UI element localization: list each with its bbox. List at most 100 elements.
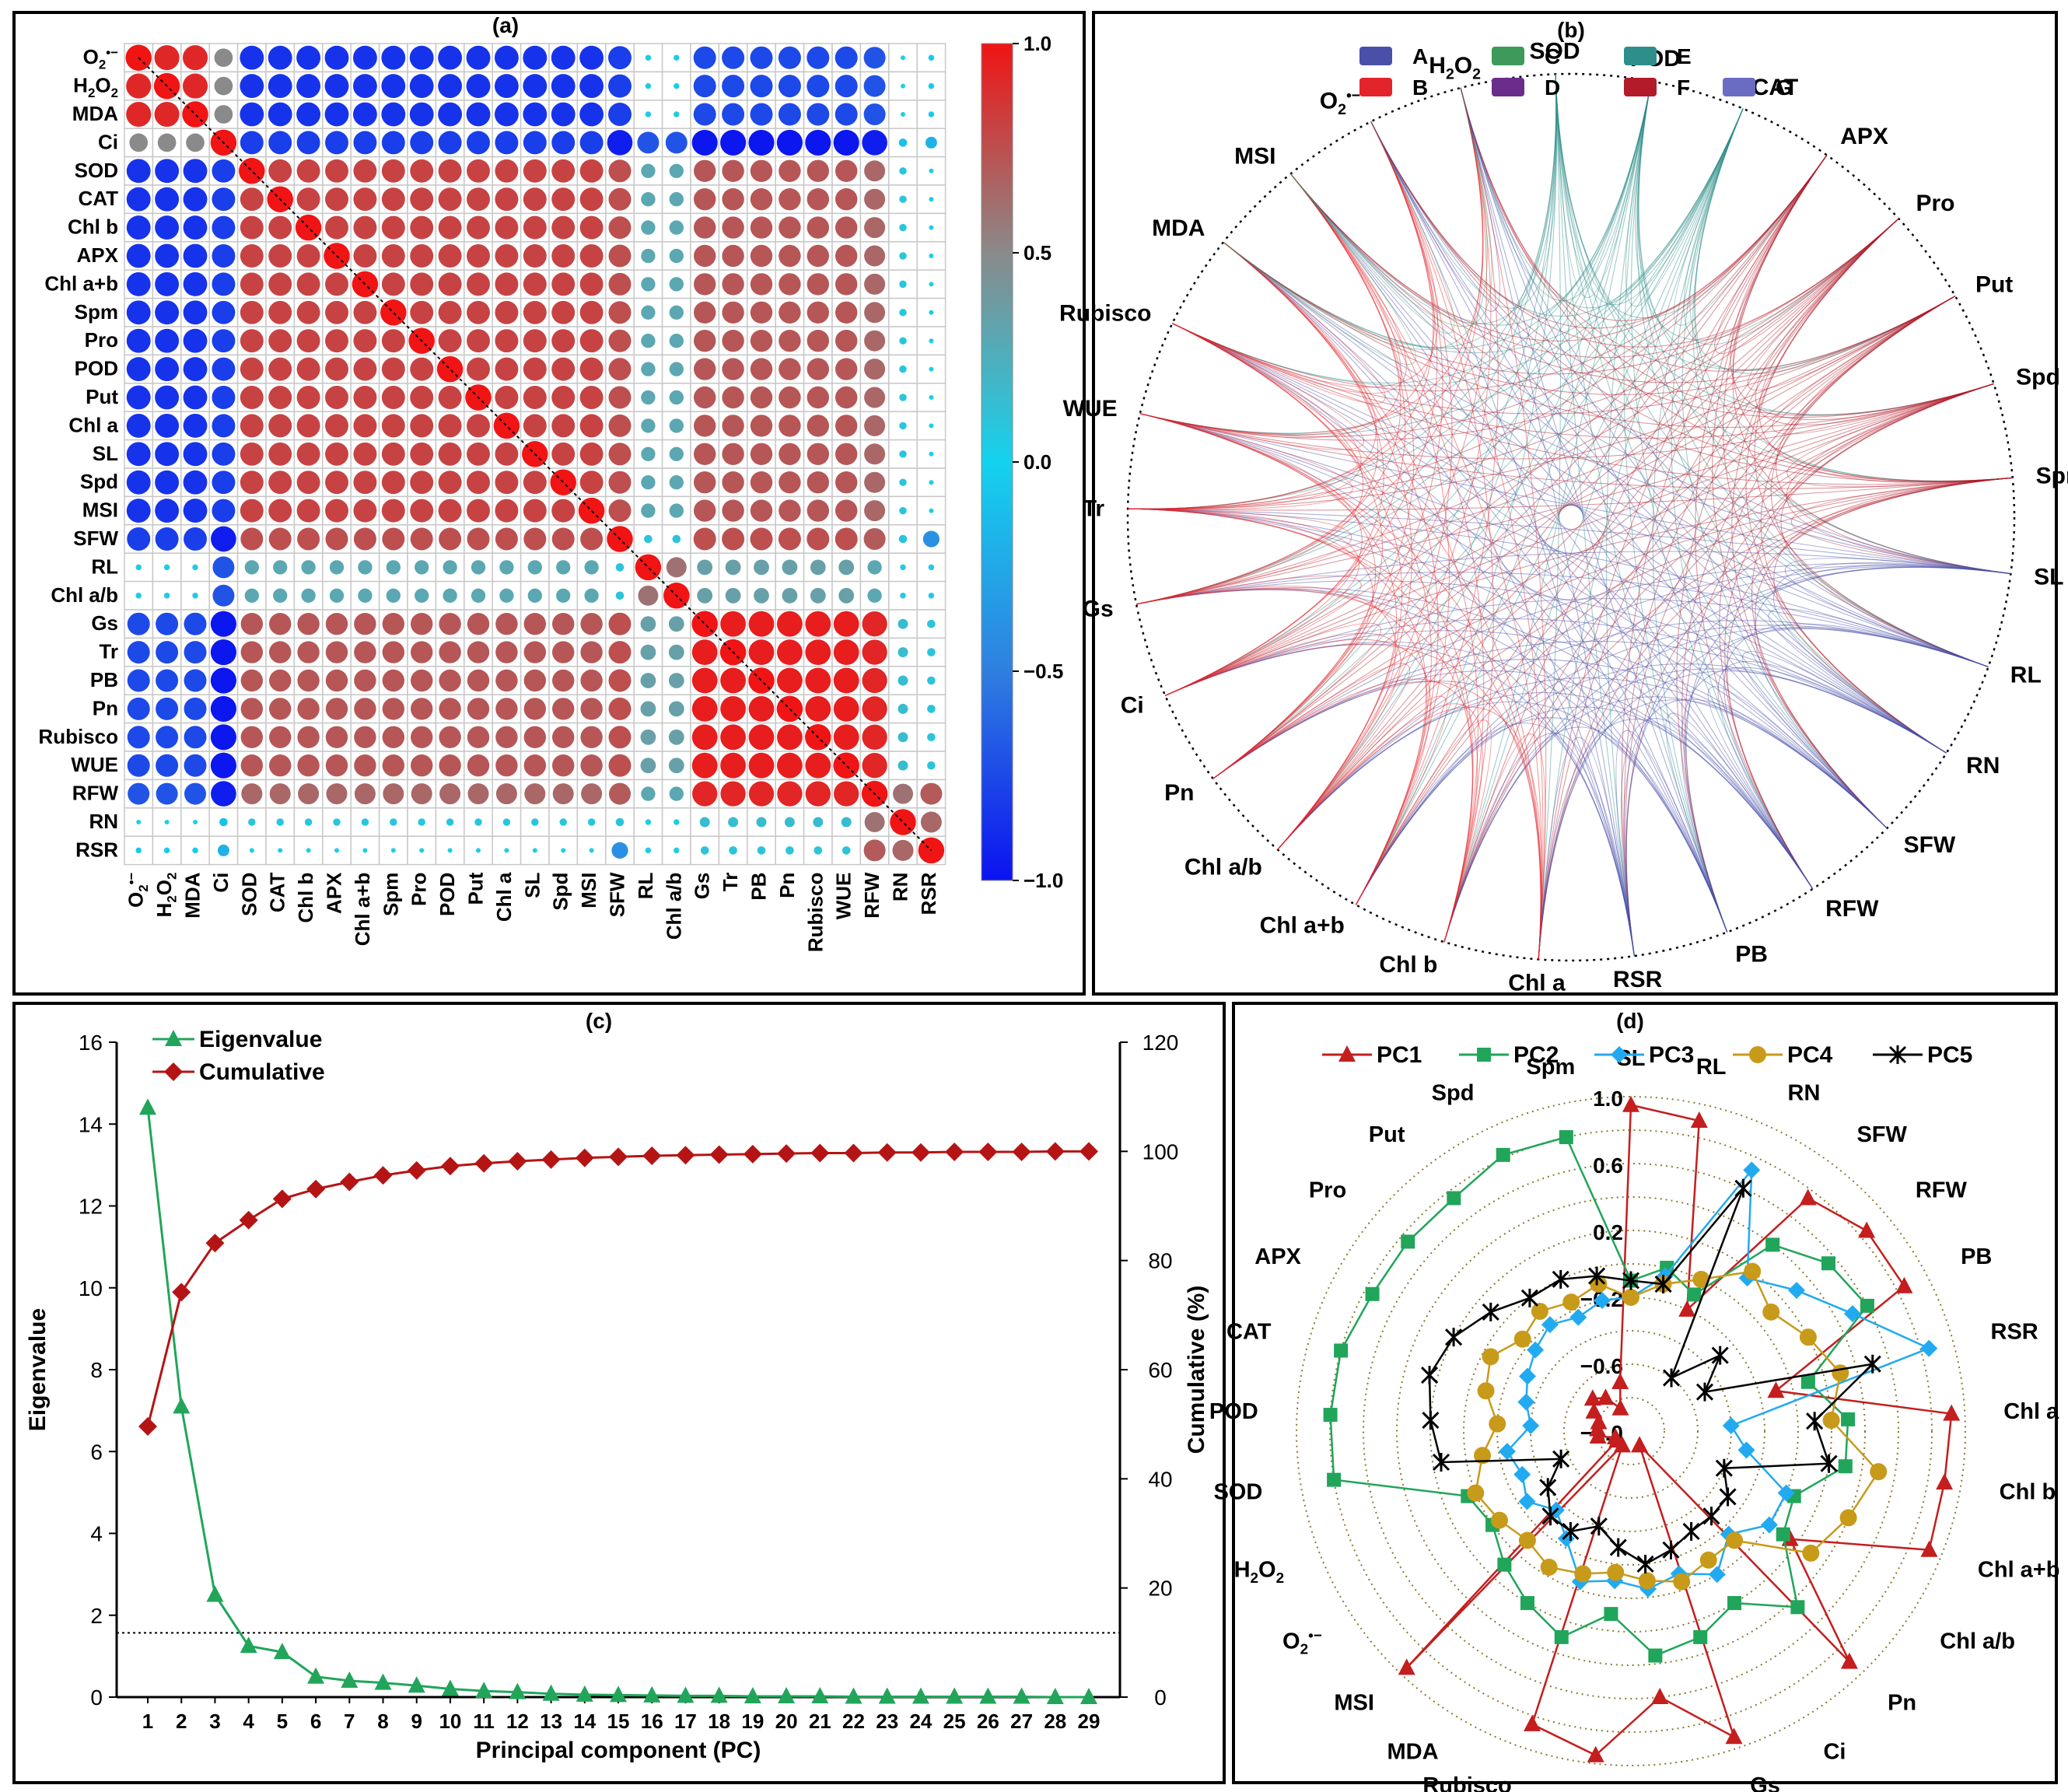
heatmap-circle [898,618,908,629]
radar-point-pc3 [1498,1443,1516,1461]
chord-link [1164,618,1947,754]
heatmap-circle [467,499,490,523]
heatmap-circle [561,848,566,853]
chord-link [1671,108,1814,890]
radar-point-pc1 [1767,1381,1785,1398]
eigenvalue-point [1046,1688,1064,1704]
heatmap-circle [268,329,292,353]
heatmap-circle [212,471,236,495]
chord-link [1164,296,1956,696]
chord-link [1128,241,1377,509]
heatmap-circle [439,754,461,777]
heatmap-circle [268,74,292,99]
heatmap-circle [779,358,801,380]
cumulative-point [138,1416,157,1436]
heatmap-circle [268,357,292,381]
heatmap-circle [899,422,907,430]
chord-link [1223,241,1728,933]
heatmap-circle [928,82,935,89]
heatmap-circle [467,698,490,720]
heatmap-circle [438,74,463,99]
heatmap-circle [523,414,547,438]
heatmap-circle [495,783,517,805]
chord-link [1128,508,1352,605]
chord-link [1135,87,1484,605]
heatmap-circle [436,355,464,383]
heatmap-circle [579,442,604,466]
heatmap-circle [551,442,576,466]
heatmap-circle [523,300,547,324]
radar-point-pc5 [1682,1521,1700,1541]
radar-point-pc1 [1858,1221,1876,1238]
heatmap-circle [471,560,486,575]
chord-link [1460,87,1947,754]
heatmap-circle [297,698,320,720]
heatmap-circle [192,847,198,854]
heatmap-circle [268,102,292,127]
heatmap-circle [693,46,716,69]
chord-link [1370,121,1635,957]
radar-point-pc3 [1788,1282,1806,1300]
heatmap-circle [779,273,801,296]
heatmap-circle [126,442,151,467]
radar-point-pc1 [1622,1095,1639,1112]
heatmap-circle [439,698,461,720]
eigenvalue-point [744,1686,761,1703]
heatmap-circle [386,588,401,603]
chord-link [1555,74,1744,306]
row-label-rn: RN [89,810,118,833]
heatmap-circle [163,593,170,599]
eigenvalue-point [173,1397,191,1414]
chord-link [1755,218,1994,425]
heatmap-circle [210,695,236,722]
chord-node-o2: O2•− [1320,87,1360,118]
heatmap-circle [296,131,320,155]
heatmap-circle [381,329,405,353]
heatmap-circle [929,254,934,258]
chord-link [1712,155,1888,829]
y-tick-label: 0 [90,1685,103,1710]
col-label-apx: APX [322,872,345,914]
heatmap-circle [325,612,348,635]
chord-node-sfw: SFW [1904,832,1956,858]
heatmap-circle [155,442,180,467]
colorbar-tick-label: 0.0 [1024,450,1051,474]
x-tick-label: 9 [411,1710,422,1733]
heatmap-circle [898,760,908,771]
heatmap-circle [467,131,490,155]
x-tick-label: 4 [243,1710,254,1733]
chord-link [1673,108,1828,326]
heatmap-circle [864,812,885,832]
chord-link [1538,155,1828,960]
heatmap-circle [523,74,548,99]
heatmap-circle [918,837,945,864]
radar-point-pc4 [1822,1412,1840,1430]
chord-link [1128,508,2011,575]
chord-legend-swatch [1359,78,1392,96]
cumulative-point [172,1283,191,1302]
chord-link [1538,566,2011,960]
chord-link [1212,383,1994,779]
heatmap-circle [551,329,576,353]
chord-link [1555,74,2013,481]
chord-link [1164,173,1406,696]
chord-link [1139,413,1397,850]
heatmap-circle [833,724,859,751]
chord-link [1370,121,1828,329]
chord-link [1625,296,1956,957]
x-tick-label: 5 [277,1710,288,1733]
chord-link [1620,718,1814,957]
heatmap-circle [779,301,801,324]
heatmap-circle [183,499,208,523]
heatmap-circle [126,470,151,495]
y-tick-label: 10 [79,1276,103,1300]
chord-link [1681,667,1947,933]
heatmap-circle [184,697,207,720]
chord-link [1212,477,2013,779]
heatmap-circle [805,129,831,156]
chord-legend-swatch [1624,47,1657,65]
radar-point-pc4 [1762,1303,1780,1321]
radar-axis-label-msi: MSI [1334,1690,1374,1715]
heatmap-circle [608,244,632,268]
heatmap-circle [409,74,434,99]
